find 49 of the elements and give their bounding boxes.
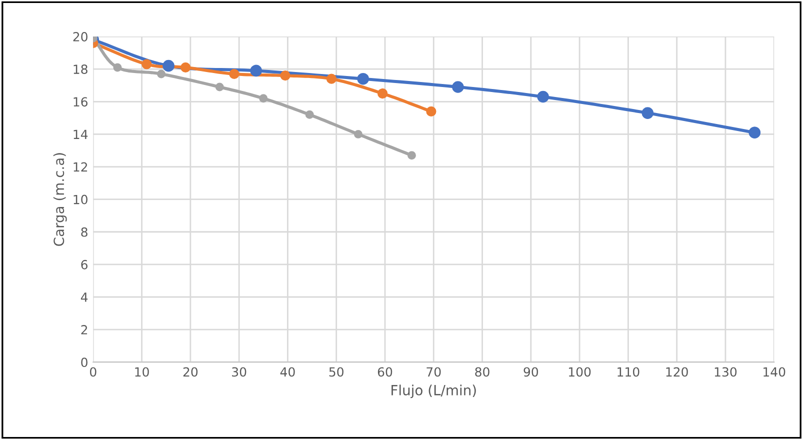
point xyxy=(748,126,761,138)
point xyxy=(305,110,314,119)
point xyxy=(113,63,122,72)
x-tick-label: 40 xyxy=(280,367,295,377)
point xyxy=(215,82,224,92)
y-tick-label: 10 xyxy=(74,194,88,204)
point xyxy=(537,90,549,103)
x-tick-label: 10 xyxy=(135,367,149,377)
y-tick-label: 0 xyxy=(81,358,88,368)
x-axis-title: Flujo (L/min) xyxy=(392,384,476,398)
x-tick-label: 100 xyxy=(568,367,591,377)
y-tick-label: 12 xyxy=(74,162,88,172)
x-tick-label: 120 xyxy=(666,367,688,377)
point xyxy=(180,62,191,73)
point xyxy=(157,70,166,78)
point xyxy=(229,68,240,80)
point xyxy=(452,81,464,93)
x-tick-label: 20 xyxy=(183,367,198,377)
y-tick-label: 20 xyxy=(73,32,88,42)
y-tick-label: 6 xyxy=(81,260,88,270)
point xyxy=(162,60,174,72)
point xyxy=(426,106,436,116)
point xyxy=(377,88,388,99)
x-tick-label: 90 xyxy=(524,367,538,377)
y-tick-label: 2 xyxy=(81,325,88,334)
y-tick-label: 16 xyxy=(74,97,88,107)
point xyxy=(250,64,262,77)
x-tick-label: 80 xyxy=(475,367,490,377)
y-axis-title: Carga (m.c.a) xyxy=(53,153,67,246)
y-tick-label: 14 xyxy=(74,130,88,139)
point xyxy=(357,72,369,85)
x-tick-label: 0 xyxy=(90,367,96,377)
x-tick-label: 50 xyxy=(329,367,344,377)
x-tick-label: 30 xyxy=(232,367,246,377)
x-tick-label: 70 xyxy=(426,367,441,377)
point xyxy=(642,107,654,119)
y-tick-label: 18 xyxy=(74,64,88,74)
point xyxy=(407,151,416,160)
point xyxy=(142,59,152,70)
point xyxy=(259,94,268,103)
x-tick-label: 110 xyxy=(618,367,640,377)
y-tick-label: 4 xyxy=(80,292,88,302)
point xyxy=(280,70,290,81)
y-tick-label: 8 xyxy=(81,227,88,237)
point xyxy=(326,74,337,84)
x-tick-label: 140 xyxy=(764,367,786,377)
point xyxy=(354,130,362,138)
x-tick-label: 130 xyxy=(714,367,737,377)
x-tick-label: 60 xyxy=(378,367,392,377)
